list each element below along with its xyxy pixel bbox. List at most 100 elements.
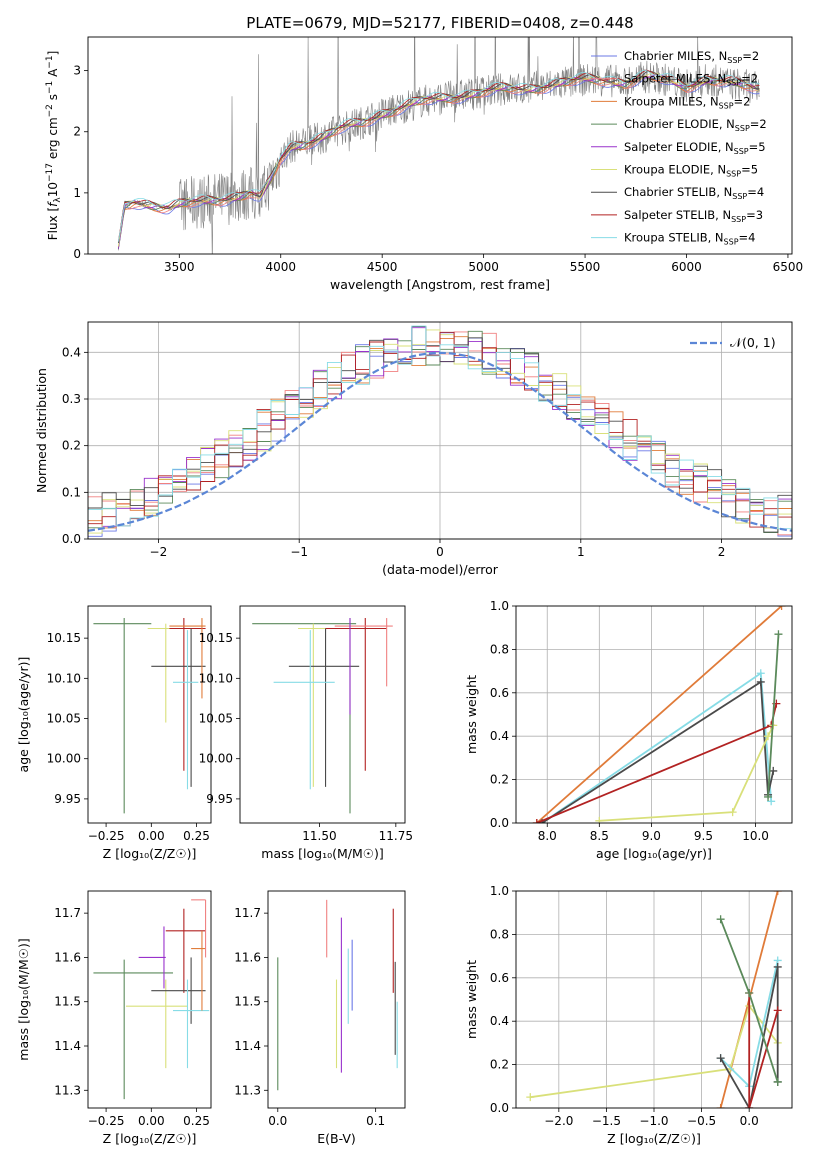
legend-label: Salpeter STELIB, NSSP=3 (624, 208, 763, 224)
legend-label-text: Chabrier STELIB, N (624, 185, 732, 199)
legend-label: Kroupa STELIB, NSSP=4 (624, 231, 755, 247)
legend-label: Salpeter MILES, NSSP=2 (624, 72, 758, 88)
x-tick-label: 5000 (468, 260, 499, 274)
axes-frame (87, 890, 212, 1109)
weight-point-marker (728, 808, 737, 817)
x-tick-label: 6500 (773, 260, 804, 274)
x-axis-label: Z [log₁₀(Z/Z☉)] (607, 1131, 701, 1146)
legend-label: Chabrier STELIB, NSSP=4 (624, 185, 764, 201)
x-tick-label: −0.25 (88, 829, 125, 843)
legend-label-sub: SSP (727, 56, 742, 65)
weight-point-marker (773, 891, 782, 895)
weight-point-marker (716, 1104, 725, 1108)
y-tick-label: 11.6 (54, 950, 81, 964)
y-axis-label-part: Flux [ (46, 207, 60, 240)
y-axis-label-part: 10 (46, 182, 60, 197)
y-axis-label-part: −1 (45, 55, 55, 68)
gaussian-curve (88, 351, 792, 532)
y-tick-label: 0 (73, 247, 81, 261)
y-tick-label: 11.4 (234, 1039, 261, 1053)
model-spectrum-line (118, 70, 760, 244)
weight-vs-Z-chart: −2.0 −1.5 −1.0 −0.5 0.0 0.0 0.2 0.4 0.6 0.8 1.0 Z [… (464, 884, 793, 1146)
y-tick-label: 0.0 (490, 1101, 509, 1115)
legend-label-text: Chabrier ELODIE, N (624, 117, 735, 131)
x-tick-label: 0.0 (268, 1114, 287, 1128)
residuals-plot-area (88, 325, 792, 538)
y-tick-label: 0.4 (490, 729, 509, 743)
x-tick-label: 8.5 (590, 829, 609, 843)
x-axis-label: Z [log₁₀(Z/Z☉)] (103, 846, 197, 861)
y-tick-label: 0.2 (490, 1058, 509, 1072)
y-tick-label: 10.05 (47, 712, 81, 726)
y-tick-label: 0.3 (62, 392, 81, 406)
x-tick-label: −1.0 (639, 1114, 668, 1128)
y-tick-label: 11.5 (54, 995, 81, 1009)
y-tick-label: 0.6 (490, 971, 509, 985)
weight-point-marker (595, 816, 604, 823)
weight-point-marker (756, 669, 765, 678)
x-tick-label: 4500 (367, 260, 398, 274)
mass-vs-ebv-chart: 0.0 0.1 11.3 11.4 11.5 11.6 11.7 E(B-V) (234, 890, 406, 1146)
y-tick-label: 0.0 (62, 532, 81, 546)
x-tick-label: 10.0 (742, 829, 769, 843)
legend-label: Kroupa ELODIE, NSSP=5 (624, 163, 758, 179)
legend-label-text: Kroupa ELODIE, N (624, 163, 726, 177)
legend-label-text: Salpeter MILES, N (624, 72, 726, 86)
axes-frame (87, 321, 793, 540)
x-axis-label: (data-model)/error (382, 562, 499, 577)
y-axis-label-part: f (46, 201, 60, 207)
weight-point-marker (716, 915, 725, 924)
legend-label: Kroupa MILES, NSSP=2 (624, 94, 750, 110)
weight-series-line (748, 993, 779, 1108)
x-tick-label: 5500 (570, 260, 601, 274)
y-tick-label: 11.3 (234, 1083, 261, 1097)
x-axis-label: mass [log₁₀(M/M☉)] (261, 846, 383, 861)
legend-label-text: =2 (734, 94, 751, 108)
y-axis-label-part: s (46, 94, 60, 104)
chart-title: PLATE=0679, MJD=52177, FIBERID=0408, z=0… (246, 14, 633, 32)
x-tick-label: 0.25 (183, 829, 210, 843)
y-tick-label: 11.4 (54, 1039, 81, 1053)
y-axis-label-part: −2 (45, 104, 55, 117)
weight-series-line (599, 725, 775, 822)
plot-area (277, 899, 398, 1091)
y-tick-label: 11.7 (234, 906, 261, 920)
legend-label-sub: SSP (732, 192, 747, 201)
x-tick-label: 2 (718, 545, 726, 559)
weight-series-line (536, 606, 783, 823)
y-tick-label: 2 (73, 125, 81, 139)
axes-frame (267, 890, 406, 1109)
model-spectrum-line (118, 69, 760, 242)
x-tick-label: 0.25 (183, 1114, 210, 1128)
x-tick-label: 8.0 (538, 829, 557, 843)
legend-label-text: Salpeter ELODIE, N (624, 140, 734, 154)
axes-frame (87, 605, 212, 824)
x-tick-label: −2 (150, 545, 168, 559)
y-axis-label: Flux [fλ10−17 erg cm−2 s−1 A−1] (45, 51, 63, 241)
x-tick-label: 1 (577, 545, 585, 559)
weight-vs-age-chart: 8.0 8.5 9.0 9.5 10.0 0.0 0.2 0.4 0.6 0.8 1.0 age [l… (464, 599, 793, 861)
model-spectrum-line (118, 70, 760, 242)
y-tick-label: 1.0 (490, 599, 509, 613)
x-tick-label: 0.1 (366, 1114, 385, 1128)
age-vs-Z-chart: −0.25 0.00 0.25 9.95 10.00 10.05 10.10 10.15 Z [… (16, 605, 212, 861)
weight-point-marker (526, 1093, 535, 1102)
legend-label-text: =2 (741, 72, 758, 86)
y-axis-label: mass weight (464, 960, 479, 1039)
y-tick-label: 0.4 (490, 1014, 509, 1028)
y-axis-label-part: −1 (45, 81, 55, 94)
x-axis-label: age [log₁₀(age/yr)] (596, 846, 712, 861)
weight-point-marker (756, 677, 765, 686)
y-tick-label: 0.8 (490, 927, 509, 941)
weight-point-marker (777, 606, 786, 610)
y-axis-label-part: −17 (45, 163, 55, 182)
x-tick-label: −1 (290, 545, 308, 559)
y-tick-label: 10.10 (199, 671, 233, 685)
y-tick-label: 1.0 (490, 884, 509, 898)
legend-label-text: =2 (750, 117, 767, 131)
weight-point-marker (745, 1104, 754, 1108)
y-tick-label: 1 (73, 186, 81, 200)
weight-point-marker (773, 1077, 782, 1086)
x-tick-label: 0.00 (138, 829, 165, 843)
